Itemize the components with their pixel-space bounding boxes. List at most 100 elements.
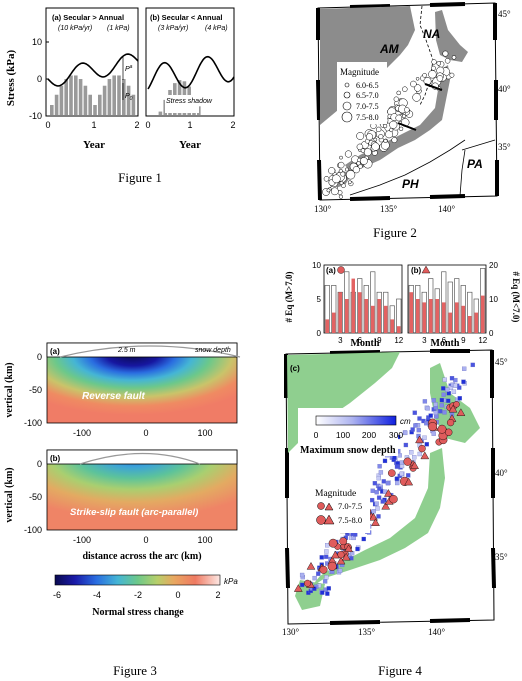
figure4-quake-circle <box>339 537 348 546</box>
figure1-panel-a-rate1: (10 kPa/yr) <box>58 25 92 32</box>
figure4-snow-cell <box>395 480 400 486</box>
histogram-filled-bar <box>455 302 459 333</box>
figure4-quake-triangle <box>384 489 393 497</box>
figure4-snow-cell <box>431 398 436 403</box>
figure1-a-xtick-0: 0 <box>45 120 50 130</box>
figure4-snow-cell <box>376 495 382 500</box>
figure1-ytick-n10: -10 <box>29 111 42 121</box>
figure2-quake <box>344 150 352 158</box>
figure2-lat-40: 40° <box>498 84 511 94</box>
figure3-b-tag: (b) <box>50 454 61 463</box>
histogram-xtick: 3 <box>338 336 343 345</box>
figure2-quake <box>393 96 399 102</box>
figure1-a-bar <box>93 105 97 115</box>
figure2-lat-45: 45° <box>498 9 511 19</box>
figure2-quake <box>431 59 437 65</box>
figure4-snow-cell <box>399 460 404 465</box>
figure4-lon-135: 135° <box>358 627 376 637</box>
figure4-snow-cell <box>355 546 360 552</box>
figure2-quake <box>449 72 455 78</box>
figure4-snow-cell <box>462 366 467 371</box>
figure3-ylabel-a: vertical (km) <box>4 362 15 417</box>
figure4-snow-cell <box>325 591 330 596</box>
figure4-lat-35: 35° <box>495 552 508 562</box>
histogram-filled-bar <box>429 299 433 333</box>
histogram-ytick: 10 <box>312 261 321 270</box>
figure3-b-ytick-0: 0 <box>37 459 42 469</box>
figure4-quake-triangle <box>306 561 316 570</box>
figure4-snow-cell <box>322 579 328 584</box>
figure1-a-bar <box>117 75 121 115</box>
figure2-quake <box>398 126 404 131</box>
figure2-quake <box>389 120 398 129</box>
figure3-b-xtick-100: 100 <box>197 535 212 545</box>
figure1-a-bar <box>64 79 68 115</box>
figure4-quake-triangle <box>330 550 340 559</box>
figure2-legend-4: 7.5-8.0 <box>356 113 379 122</box>
figure1-b-bar <box>158 111 163 115</box>
figure4-a-xlabel: Month <box>351 338 380 349</box>
figure4-legend-2: 7.5-8.0 <box>338 515 362 525</box>
figure1-a-bar <box>54 94 59 115</box>
figure4-quake-circle <box>403 457 412 466</box>
figure4-caption: Figure 4 <box>378 663 422 678</box>
figure1-b-xtick-2: 2 <box>230 120 235 130</box>
histogram-xtick: 6 <box>442 336 447 345</box>
histogram-filled-bar <box>351 278 355 333</box>
figure1-a-bar <box>74 75 78 115</box>
figure3-plot: (a) 2.5 m snow depth Reverse fault (b) S… <box>4 342 241 618</box>
figure4-snow-cell <box>382 458 388 464</box>
figure4-lon-140: 140° <box>428 627 446 637</box>
figure4-quake-triangle <box>341 552 351 561</box>
figure1-a-bar <box>69 75 73 115</box>
figure1-ytick-10: 10 <box>32 37 42 47</box>
figure2-quake <box>326 188 331 193</box>
figure2-legend-2: 6.5-7.0 <box>356 91 379 100</box>
figure4-histogram-b: 3 6 9 120 10 20 <box>407 261 498 345</box>
figure3-panel-a: (a) 2.5 m snow depth Reverse fault <box>46 342 241 424</box>
figure4-snow-unit: cm <box>400 417 411 426</box>
figure1-b-xtick-0: 0 <box>145 120 150 130</box>
figure2-quake <box>410 80 417 88</box>
figure4-snow-cell <box>361 536 366 542</box>
figure3-a-xtick-n100: -100 <box>73 428 91 438</box>
figure4-quake-triangle <box>381 501 391 510</box>
figure4-snow-cell <box>370 488 375 493</box>
figure2-plate-ph: PH <box>402 177 419 191</box>
figure4-snow-cell <box>457 385 462 390</box>
figure4-snow-cell <box>451 389 457 394</box>
figure4-quake-triangle <box>456 408 466 416</box>
figure1-a-bar <box>102 85 107 115</box>
figure4-b-ylabel: # Eq (M<7.0) <box>511 272 521 323</box>
figure4-snow-cell <box>403 442 409 448</box>
histogram-filled-bar <box>358 292 362 333</box>
svg-text:P0: P0 <box>125 93 133 102</box>
figure3-b-ytick-50: -50 <box>29 492 42 502</box>
figure4-snow-cell <box>374 501 379 506</box>
histogram-frame <box>323 264 403 334</box>
figure4-snow-cell <box>428 413 433 418</box>
figure1-panel-b-title: (b) Secular < Annual <box>150 13 222 22</box>
figure4-snow-cell <box>449 376 455 381</box>
figure3-xlabel: distance across the arc (km) <box>82 551 201 562</box>
figure4-snow-cell <box>409 450 414 455</box>
figure2-quake <box>352 166 360 174</box>
figure2-quake <box>383 138 388 143</box>
figure4-snow-title: Maximum snow depth <box>300 445 396 456</box>
figure3-a-tag: (a) <box>50 347 60 356</box>
histogram-filled-bar <box>442 302 446 333</box>
figure1-a-xtick-1: 1 <box>91 120 96 130</box>
figure2-quake <box>401 114 407 119</box>
figure1-panel-a: (a) Secular > Annual (10 kPa/yr) (1 kPa)… <box>45 7 139 117</box>
figure1-panel-b: (b) Secular < Annual (3 kPa/yr) (4 kPa) … <box>145 7 235 117</box>
figure4-snow-cell <box>403 430 408 436</box>
figure1-yticks: 10 0 -10 <box>29 37 42 121</box>
figure4-quake-circle <box>304 579 312 587</box>
figure4-b-tag: (b) <box>411 266 422 275</box>
histogram-filled-bar <box>448 312 452 333</box>
figure4-quake-triangle <box>344 544 353 552</box>
figure4-quake-triangle <box>404 477 414 486</box>
figure4-snow-cell <box>461 379 466 384</box>
figure3-a-ytick-100: -100 <box>24 418 42 428</box>
